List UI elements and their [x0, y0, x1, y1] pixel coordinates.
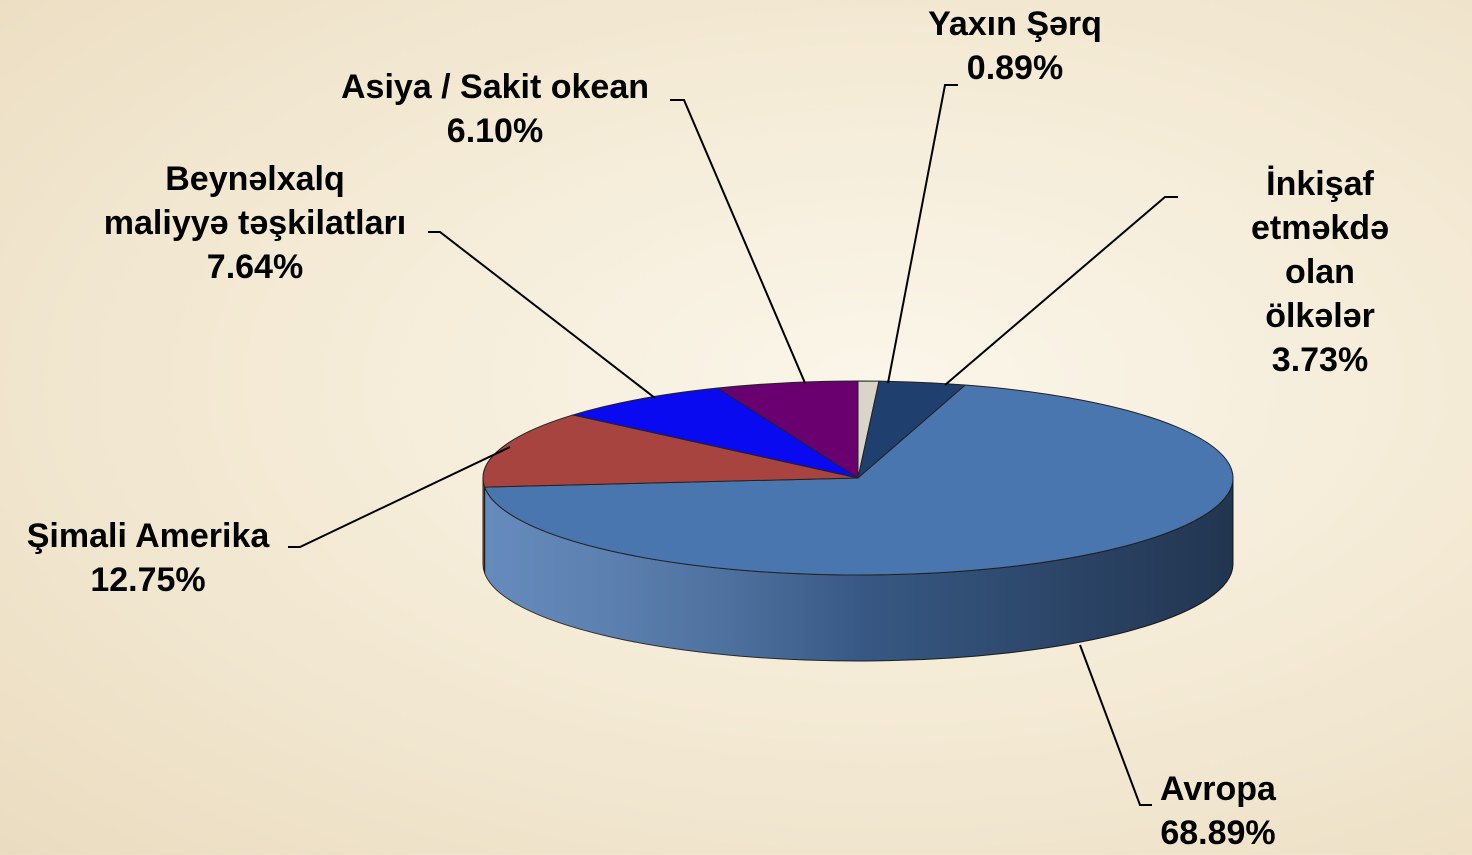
slice-label: Yaxın Şərq 0.89% [928, 2, 1102, 90]
value-label: 6.10% [446, 112, 544, 150]
pie-slice [482, 414, 859, 488]
category-label: Asiya / Sakit okean [340, 68, 650, 106]
category-label: Avropa [1160, 770, 1276, 808]
value-label: 68.89% [1160, 814, 1276, 852]
side-shade [484, 478, 1233, 661]
leaders [288, 84, 1178, 806]
slice-label: Asiya / Sakit okean 6.10% [341, 65, 649, 153]
leader-line [1079, 644, 1152, 806]
leader-line [944, 196, 1178, 386]
leader-line [428, 231, 656, 399]
leader-line [288, 446, 511, 548]
pie-slice [571, 387, 859, 479]
slice-label: Beynəlxalq maliyyə təşkilatları 7.64% [104, 157, 406, 289]
pie-slice [483, 384, 1234, 576]
value-label: 12.75% [90, 561, 206, 599]
leader-line [887, 84, 958, 384]
category-label: Şimali Amerika [26, 517, 270, 555]
pie-slice [716, 380, 859, 479]
leader-line [670, 99, 806, 384]
pie [482, 380, 1234, 662]
value-label: 0.89% [966, 49, 1064, 87]
value-label: 7.64% [206, 248, 304, 286]
category-label: Yaxın Şərq [928, 5, 1102, 43]
slice-label: Avropa 68.89% [1160, 767, 1276, 855]
category-label: İnkişaf etməkdə olan ölkələr [1251, 165, 1389, 335]
value-label: 3.73% [1271, 341, 1369, 379]
category-label: Beynəlxalq maliyyə təşkilatları [103, 160, 407, 242]
slice-label: İnkişaf etməkdə olan ölkələr 3.73% [1244, 162, 1396, 382]
side-shade [483, 478, 485, 574]
slice-label: Şimali Amerika 12.75% [27, 514, 270, 602]
